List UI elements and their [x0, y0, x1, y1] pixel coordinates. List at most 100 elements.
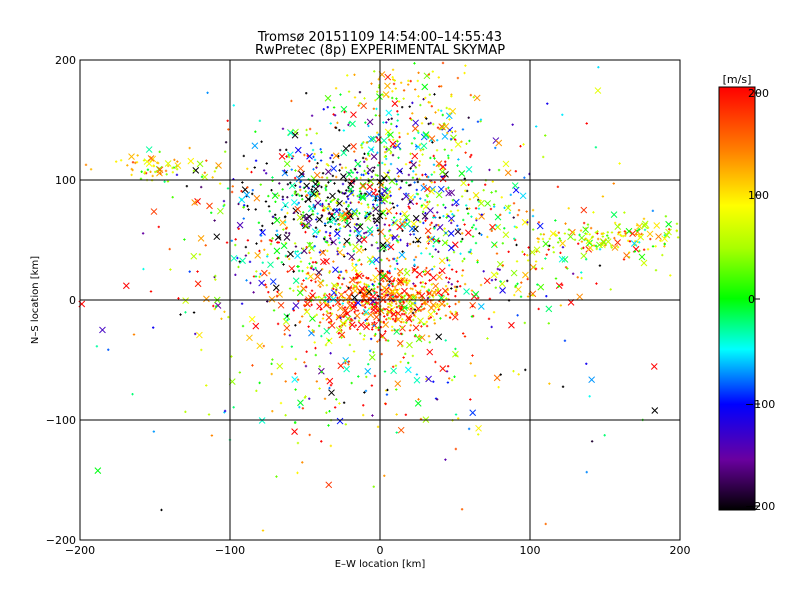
data-point-plus-marker — [400, 105, 404, 109]
data-point-plus-marker — [271, 222, 274, 225]
data-point-plus-marker — [389, 162, 393, 166]
data-point-plus-marker — [284, 413, 287, 417]
data-point-plus-marker — [409, 287, 412, 290]
data-point-plus-marker — [320, 440, 323, 443]
data-point-plus-marker — [198, 253, 202, 256]
data-point-plus-marker — [339, 93, 342, 96]
data-point-plus-marker — [359, 194, 362, 198]
data-point-plus-marker — [407, 205, 410, 208]
data-point-plus-marker — [337, 189, 340, 193]
data-point-x-marker — [355, 230, 363, 237]
data-point-x-marker — [332, 266, 339, 274]
data-point-plus-marker — [276, 290, 279, 293]
data-point-plus-marker — [512, 202, 516, 205]
data-point-plus-marker — [560, 283, 564, 287]
data-point-plus-marker — [400, 344, 404, 348]
data-point-plus-marker — [317, 324, 321, 328]
data-point-plus-marker — [424, 303, 427, 306]
data-point-x-marker — [502, 231, 510, 239]
data-point-plus-marker — [353, 229, 357, 233]
data-point-x-marker — [580, 252, 588, 260]
data-point-plus-marker — [445, 216, 448, 219]
data-point-plus-marker — [317, 183, 320, 186]
data-point-plus-marker — [324, 199, 328, 202]
data-point-plus-marker — [675, 229, 679, 233]
data-point-plus-marker — [395, 296, 398, 299]
colorbar-tick-label: 0 — [748, 293, 755, 306]
data-point-x-marker — [438, 123, 446, 130]
data-point-plus-marker — [364, 121, 367, 124]
data-point-plus-marker — [240, 302, 244, 305]
data-point-plus-marker — [383, 474, 386, 478]
data-point-plus-marker — [454, 310, 458, 314]
data-point-x-marker — [348, 321, 356, 329]
data-point-plus-marker — [402, 89, 406, 92]
data-point-plus-marker — [499, 373, 502, 376]
data-point-plus-marker — [470, 153, 473, 157]
data-point-plus-marker — [395, 143, 398, 147]
data-point-plus-marker — [466, 212, 470, 215]
data-point-plus-marker — [386, 312, 389, 316]
data-point-plus-marker — [215, 305, 218, 308]
data-point-plus-marker — [333, 114, 337, 117]
data-point-plus-marker — [423, 285, 426, 289]
data-point-plus-marker — [511, 123, 514, 126]
data-point-plus-marker — [391, 96, 394, 100]
data-point-plus-marker — [396, 317, 399, 320]
data-point-plus-marker — [347, 197, 350, 201]
data-point-plus-marker — [288, 334, 292, 337]
data-point-plus-marker — [376, 302, 380, 306]
data-point-plus-marker — [564, 266, 568, 269]
data-point-plus-marker — [401, 317, 404, 321]
data-point-plus-marker — [408, 200, 412, 204]
data-point-x-marker — [281, 169, 289, 177]
data-point-plus-marker — [160, 508, 163, 512]
data-point-plus-marker — [386, 270, 389, 273]
data-point-plus-marker — [168, 247, 171, 251]
data-point-plus-marker — [298, 320, 302, 323]
data-point-x-marker — [373, 313, 380, 321]
data-point-plus-marker — [519, 295, 523, 298]
x-tick-label: 200 — [670, 544, 691, 557]
data-point-x-marker — [555, 282, 563, 289]
data-point-plus-marker — [427, 335, 431, 338]
data-point-x-marker — [259, 228, 266, 236]
data-point-plus-marker — [490, 191, 493, 194]
data-point-x-marker — [298, 170, 305, 178]
data-point-plus-marker — [223, 203, 226, 207]
data-point-plus-marker — [293, 190, 297, 194]
data-point-plus-marker — [450, 378, 454, 382]
data-point-plus-marker — [352, 350, 356, 353]
data-point-x-marker — [366, 166, 374, 174]
data-point-x-marker — [368, 354, 376, 361]
data-point-x-marker — [401, 304, 408, 312]
data-point-x-marker — [337, 304, 344, 312]
data-point-plus-marker — [454, 130, 457, 133]
data-point-plus-marker — [387, 229, 391, 233]
data-point-x-marker — [318, 295, 326, 303]
data-point-x-marker — [354, 299, 362, 307]
data-point-x-marker — [465, 165, 473, 173]
data-point-plus-marker — [290, 345, 294, 348]
data-point-plus-marker — [459, 240, 463, 243]
data-point-plus-marker — [299, 188, 302, 192]
data-point-x-marker — [282, 201, 289, 209]
data-point-x-marker — [190, 252, 198, 260]
data-point-plus-marker — [314, 280, 317, 284]
data-point-plus-marker — [676, 236, 680, 239]
data-point-x-marker — [610, 211, 618, 218]
data-point-plus-marker — [450, 219, 453, 222]
x-tick-label: 0 — [377, 544, 384, 557]
data-point-plus-marker — [394, 87, 397, 90]
data-point-plus-marker — [566, 267, 569, 270]
data-point-plus-marker — [361, 248, 365, 252]
data-point-plus-marker — [403, 221, 407, 224]
data-point-plus-marker — [365, 318, 369, 321]
data-point-plus-marker — [626, 239, 630, 242]
data-point-x-marker — [420, 184, 428, 192]
data-point-plus-marker — [244, 245, 248, 249]
data-point-plus-marker — [293, 242, 297, 245]
data-point-plus-marker — [412, 170, 415, 173]
data-point-plus-marker — [260, 239, 263, 243]
data-point-plus-marker — [479, 199, 482, 202]
